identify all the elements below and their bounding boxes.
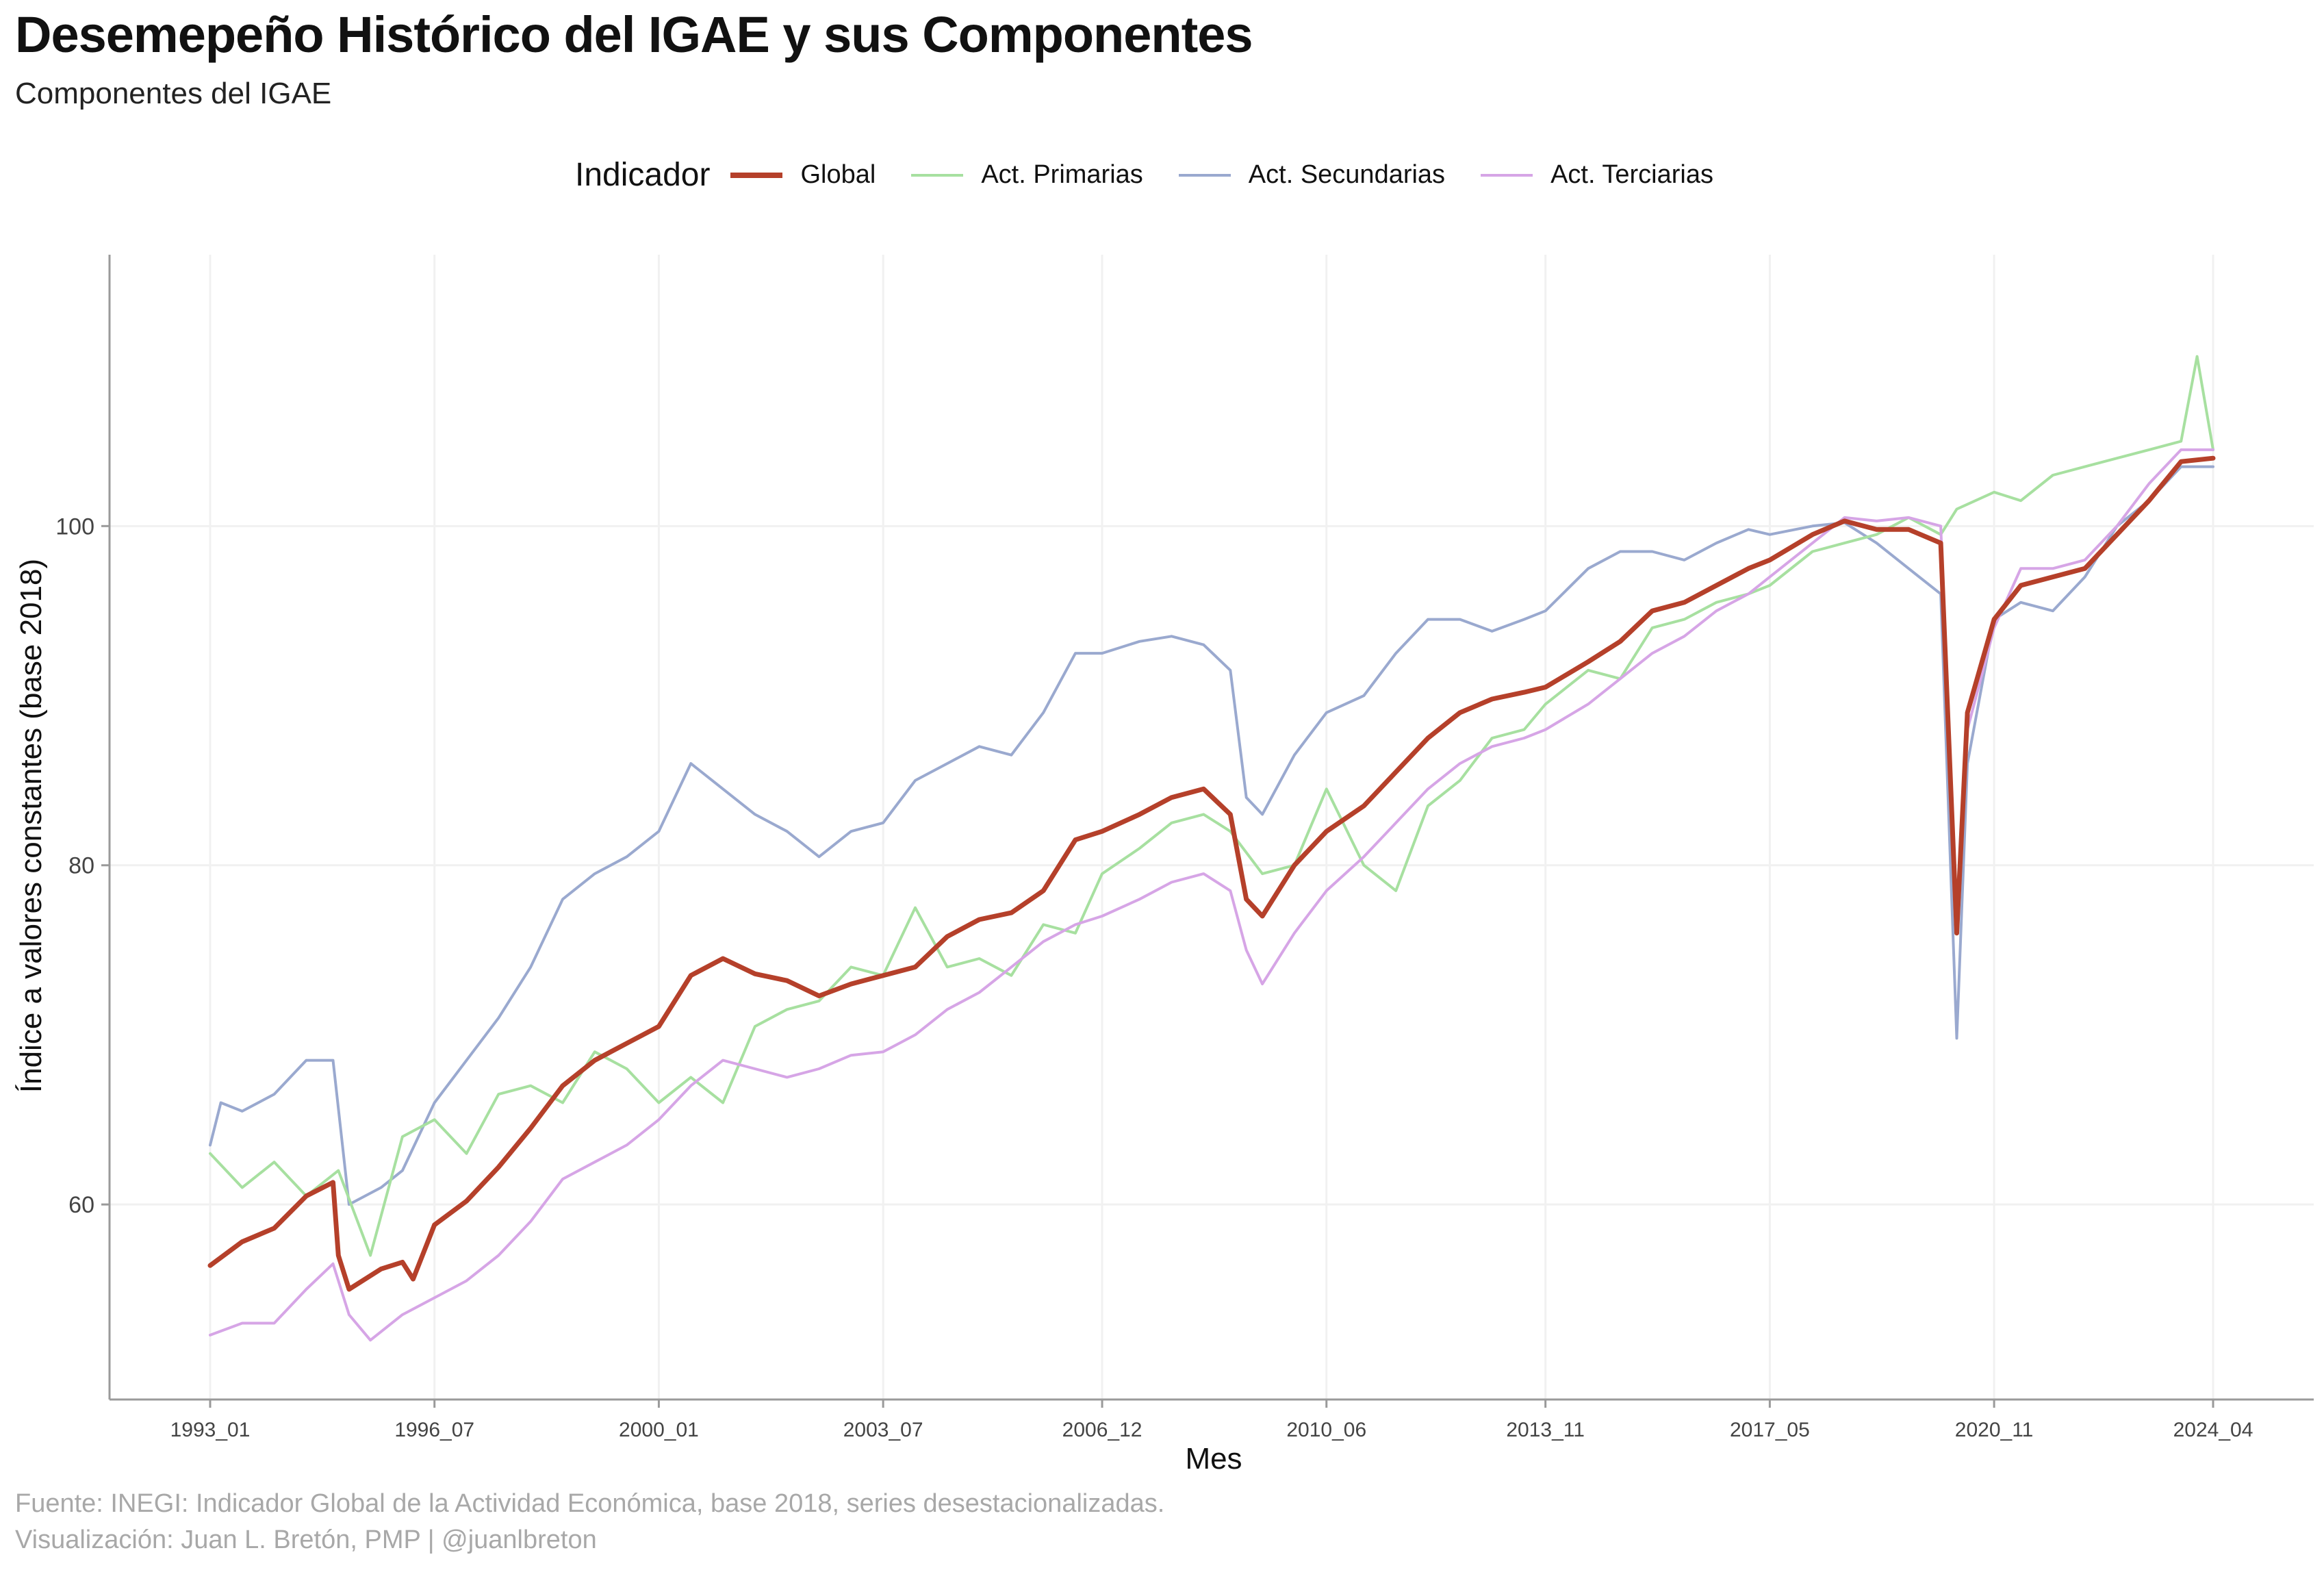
legend-key-terciarias	[1481, 173, 1533, 177]
series-line-act-terciarias	[209, 448, 2214, 1342]
series-line-global	[207, 455, 2216, 1292]
x-tick-label-7: 2017_05	[1730, 1419, 1810, 1441]
legend-key-primarias	[911, 173, 964, 177]
legend-item-global: Global	[730, 160, 876, 190]
legend-label-terciarias: Act. Terciarias	[1550, 160, 1713, 189]
x-tick-label-9: 2024_04	[2173, 1419, 2253, 1441]
grid	[110, 255, 2314, 1400]
x-axis-label: Mes	[1185, 1442, 1242, 1476]
series-lines	[207, 355, 2216, 1342]
legend-key-secundarias	[1178, 173, 1231, 177]
x-tick-label-6: 2013_11	[1506, 1419, 1585, 1441]
legend: Indicador Global Act. Primarias Act. Sec…	[0, 156, 2324, 194]
caption-author: Visualización: Juan L. Bretón, PMP | @ju…	[15, 1525, 597, 1554]
legend-label-secundarias: Act. Secundarias	[1248, 160, 1446, 189]
x-tick-label-5: 2010_06	[1286, 1419, 1366, 1441]
series-line-act-secundarias	[209, 465, 2214, 1206]
x-tick-label-4: 2006_12	[1062, 1419, 1142, 1441]
y-tick-label-2: 100	[55, 514, 94, 540]
y-tick-label-1: 80	[68, 853, 94, 879]
x-tick-label-1: 1996_07	[394, 1419, 474, 1441]
legend-title: Indicador	[575, 157, 711, 193]
axes	[108, 255, 2314, 1401]
ticks: 1993_01 1996_07 2000_01 2003_07 2006_12 2010_…	[55, 514, 2253, 1441]
legend-key-global	[730, 172, 783, 178]
x-tick-label-3: 2003_07	[843, 1419, 923, 1441]
y-axis-label: Índice a valores constantes (base 2018)	[14, 559, 48, 1093]
legend-label-primarias: Act. Primarias	[981, 160, 1143, 189]
caption-source: Fuente: INEGI: Indicador Global de la Ac…	[15, 1489, 1165, 1518]
legend-item-primarias: Act. Primarias	[911, 160, 1143, 190]
chart-title: Desemepeño Histórico del IGAE y sus Comp…	[15, 6, 1253, 63]
legend-item-secundarias: Act. Secundarias	[1178, 160, 1446, 190]
x-tick-label-2: 2000_01	[619, 1419, 699, 1441]
legend-label-global: Global	[800, 160, 876, 189]
x-tick-label-8: 2020_11	[1955, 1419, 2034, 1441]
y-tick-label-0: 60	[68, 1192, 94, 1218]
legend-item-terciarias: Act. Terciarias	[1481, 160, 1713, 190]
x-tick-label-0: 1993_01	[170, 1419, 251, 1441]
chart-subtitle: Componentes del IGAE	[15, 77, 332, 110]
series-line-act-primarias	[209, 355, 2214, 1257]
